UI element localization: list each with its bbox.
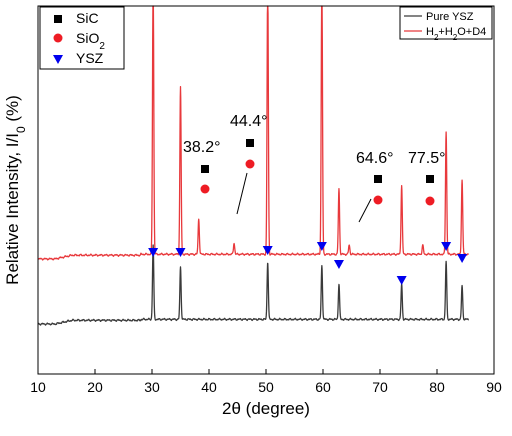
x-tick-label: 50 — [258, 379, 274, 395]
sic-marker-square — [426, 175, 434, 183]
legend-triangle-marker — [53, 55, 63, 64]
legend-label-pure-ysz: Pure YSZ — [426, 11, 474, 23]
series-curves — [37, 5, 470, 326]
y-axis-label-sub: 0 — [14, 126, 28, 133]
legend-label-sio2: SiO2 — [76, 30, 105, 52]
series-legend-box — [399, 6, 493, 40]
sio2-marker-circle — [245, 159, 255, 169]
x-axis-label: 2θ (degree) — [222, 399, 310, 418]
x-tick-label: 20 — [87, 379, 103, 395]
series-line — [37, 244, 470, 326]
ysz-marker-triangle — [396, 276, 407, 285]
ysz-marker-triangle — [175, 248, 186, 257]
y-axis-label-unit: (%) — [3, 95, 22, 126]
phase-markers — [148, 139, 468, 285]
annotation-leader-line — [358, 198, 372, 223]
sio2-marker-circle — [373, 195, 383, 205]
series-line — [37, 5, 470, 261]
x-tick-label: 80 — [429, 379, 445, 395]
ysz-marker-triangle — [148, 248, 159, 257]
ysz-marker-triangle — [457, 254, 468, 263]
legend-label-h2-h2o-d4: H2+H2O+D4 — [426, 26, 486, 42]
legend-circle-marker — [53, 33, 63, 43]
sio2-marker-circle — [425, 196, 435, 206]
x-tick-label: 70 — [372, 379, 388, 395]
sic-marker-square — [374, 175, 382, 183]
series-legend: Pure YSZ H2+H2O+D4 — [399, 6, 493, 42]
legend-label-sic: SiC — [76, 10, 99, 26]
x-tick-label: 40 — [201, 379, 217, 395]
y-axis-label: Relative Intensity, I/I0 (%) — [3, 95, 28, 285]
ysz-marker-triangle — [441, 242, 452, 251]
annotation-label: 64.6° — [356, 150, 394, 167]
annotation-label: 44.4° — [230, 113, 268, 130]
x-tick-label: 90 — [486, 379, 502, 395]
annotation-leader-line — [236, 172, 248, 215]
sio2-marker-circle — [200, 184, 210, 194]
peak-annotations: 38.2° 44.4° 64.6° 77.5° — [183, 113, 446, 223]
x-tick-label: 10 — [30, 379, 46, 395]
x-axis-ticks: 10 20 30 40 50 60 70 80 90 — [30, 369, 502, 395]
x-tick-label: 30 — [144, 379, 160, 395]
ysz-marker-triangle — [262, 246, 273, 255]
ysz-marker-triangle — [316, 242, 327, 251]
annotation-label: 77.5° — [408, 150, 446, 167]
sic-marker-square — [201, 165, 209, 173]
sic-marker-square — [246, 139, 254, 147]
legend-square-marker — [54, 15, 62, 23]
annotation-label: 38.2° — [183, 139, 221, 156]
y-axis-label-main: Relative Intensity, I/I — [3, 133, 22, 285]
x-tick-label: 60 — [315, 379, 331, 395]
ysz-marker-triangle — [333, 260, 344, 269]
legend-label-ysz: YSZ — [76, 50, 104, 66]
